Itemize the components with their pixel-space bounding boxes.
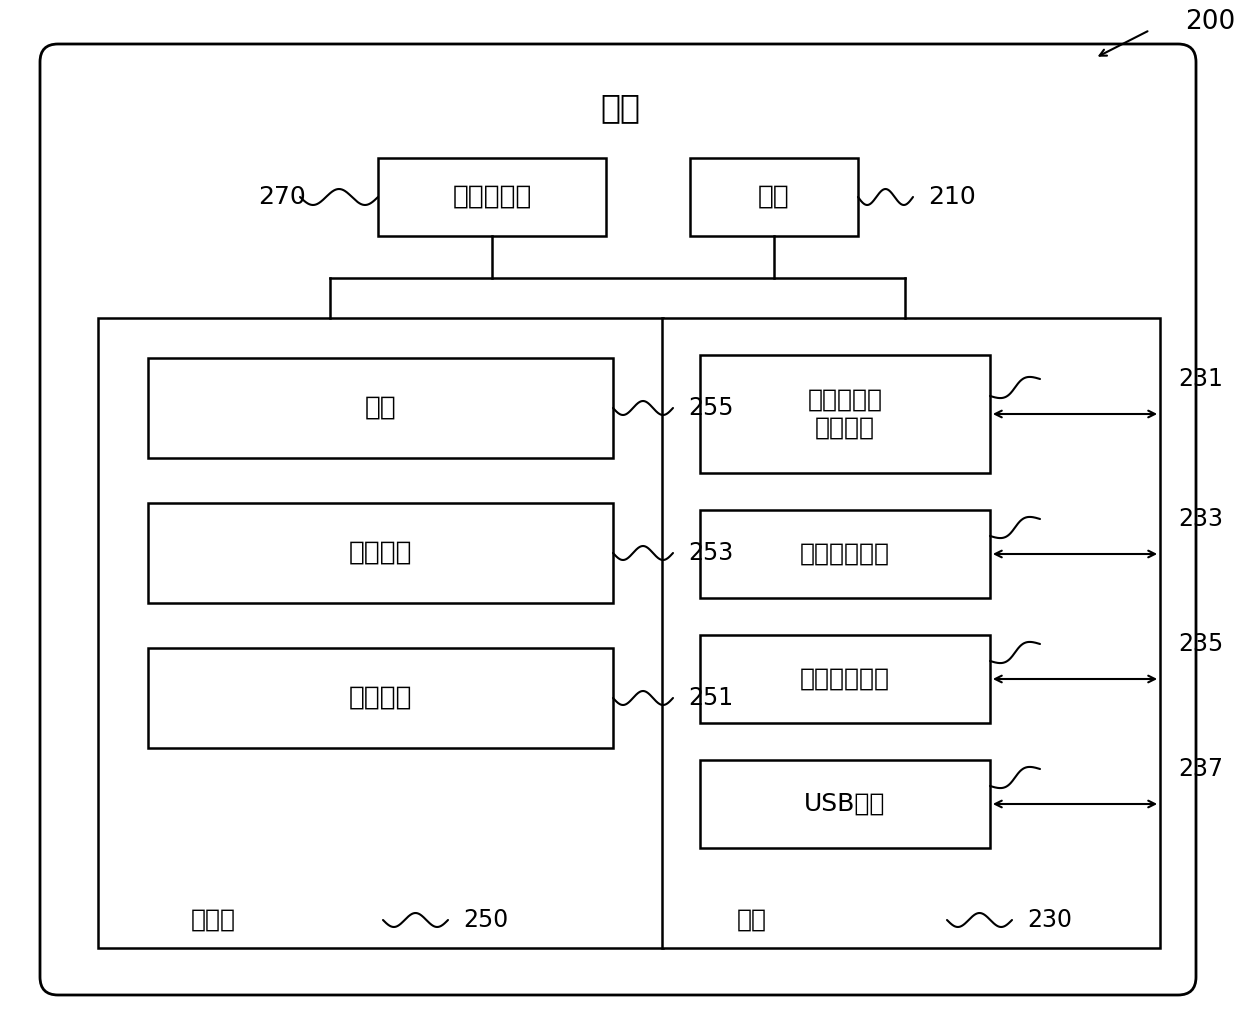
Text: 231: 231 — [1178, 367, 1223, 391]
Text: 串并转换接口: 串并转换接口 — [800, 542, 890, 566]
Text: 270: 270 — [258, 185, 306, 209]
Text: 253: 253 — [688, 541, 733, 565]
Text: USB接口: USB接口 — [805, 792, 885, 816]
Bar — [148, 648, 613, 748]
Text: 中央处理器: 中央处理器 — [453, 184, 532, 210]
Text: 操作系统: 操作系统 — [348, 685, 412, 710]
Bar — [689, 158, 858, 236]
Text: 233: 233 — [1178, 508, 1223, 531]
Text: 200: 200 — [1185, 9, 1235, 35]
Text: 电源: 电源 — [758, 184, 790, 210]
Bar — [98, 318, 663, 948]
Text: 230: 230 — [1027, 908, 1073, 932]
Text: 251: 251 — [688, 686, 733, 710]
Text: 应用程序: 应用程序 — [348, 540, 412, 566]
Bar — [701, 635, 990, 723]
Bar — [701, 355, 990, 473]
Text: 250: 250 — [463, 908, 508, 932]
Bar — [701, 510, 990, 598]
Text: 网关: 网关 — [600, 91, 640, 125]
Bar — [378, 158, 606, 236]
Text: 235: 235 — [1178, 632, 1223, 656]
FancyBboxPatch shape — [40, 44, 1197, 995]
Text: 接口: 接口 — [737, 908, 768, 932]
Bar — [662, 318, 1159, 948]
Text: 210: 210 — [928, 185, 976, 209]
Bar — [148, 503, 613, 603]
Text: 255: 255 — [688, 396, 734, 420]
Text: 输入输出接口: 输入输出接口 — [800, 667, 890, 691]
Text: 有线或无线
网络接口: 有线或无线 网络接口 — [807, 388, 883, 439]
Bar — [701, 760, 990, 848]
Text: 237: 237 — [1178, 757, 1223, 781]
Bar — [148, 358, 613, 458]
Text: 存储器: 存储器 — [191, 908, 236, 932]
Text: 数据: 数据 — [365, 395, 397, 421]
